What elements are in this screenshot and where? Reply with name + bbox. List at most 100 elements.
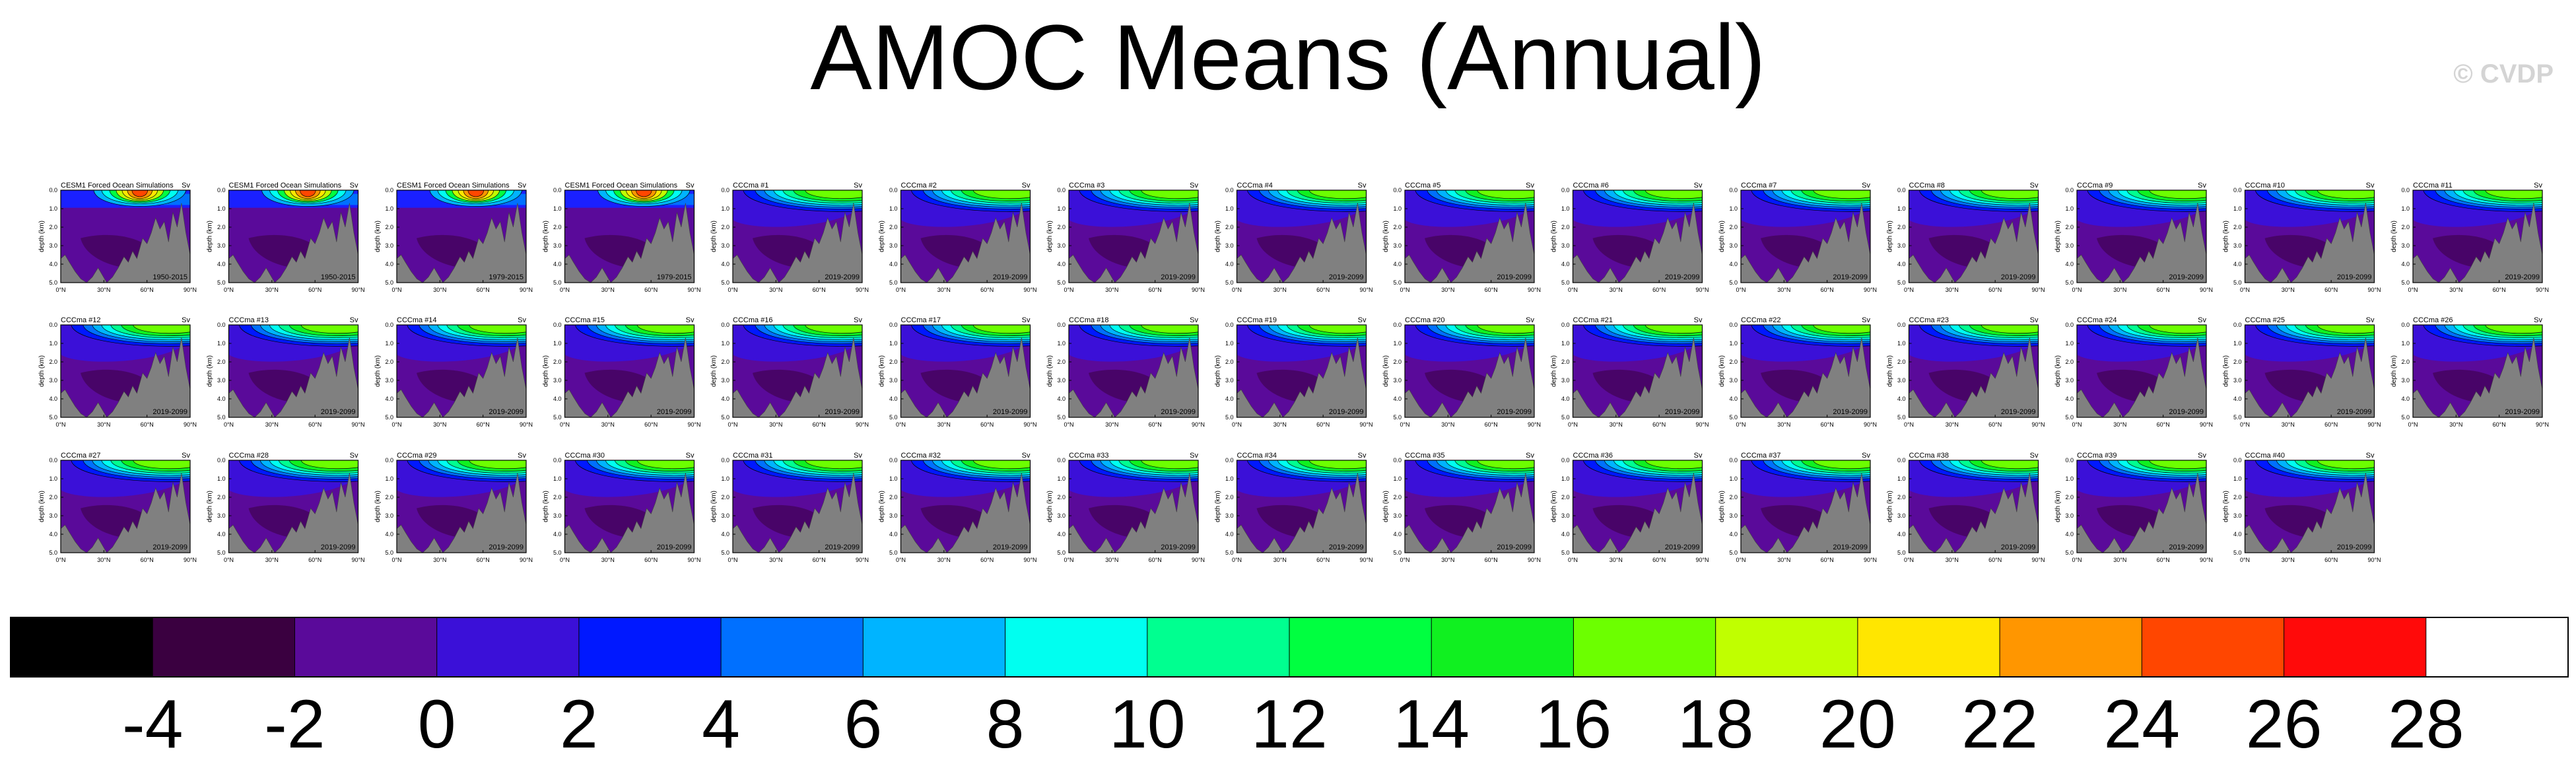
panel-period: 2019-2099	[489, 543, 524, 551]
y-tick-label: 5.0	[2401, 279, 2410, 286]
contour-level	[133, 325, 190, 334]
y-axis-label: depth (km)	[2390, 221, 2398, 252]
panel-title: CCCma #35	[1405, 452, 1445, 460]
y-tick-label: 2.0	[2233, 494, 2242, 501]
plot-area	[733, 325, 862, 417]
x-tick-label: 30°N	[265, 557, 279, 563]
x-tick-label: 60°N	[1485, 287, 1498, 293]
plot-area	[1909, 460, 2039, 553]
y-tick-label: 0.0	[1225, 457, 1234, 464]
panel-title: CCCma #11	[2413, 182, 2453, 190]
y-tick-label: 1.0	[217, 340, 226, 347]
y-tick-label: 5.0	[1057, 279, 1066, 286]
panel-title: CCCma #12	[61, 316, 101, 324]
y-tick-label: 1.0	[1897, 205, 1906, 212]
plot-area	[900, 460, 1031, 553]
amoc-panel: CCCma #37 Sv depth (km) 0.0 1.0 2.0 3.0 4.0 5.00…	[1718, 452, 1877, 563]
x-tick-label: 60°N	[2157, 287, 2170, 293]
x-tick-label: 0°N	[560, 421, 570, 428]
panel-title: CESM1 Forced Ocean Simulations	[229, 182, 342, 190]
bathymetry-mask	[1573, 337, 1703, 417]
plot-frame	[1236, 324, 1367, 418]
y-tick-label: 4.0	[49, 261, 57, 267]
panel-units: Sv	[182, 182, 190, 190]
y-tick-label: 0.0	[1561, 322, 1570, 328]
panel-units: Sv	[2198, 182, 2206, 190]
y-tick-label: 1.0	[1561, 340, 1570, 347]
x-tick-label: 30°N	[1441, 287, 1454, 293]
x-tick-label: 30°N	[1777, 287, 1790, 293]
panel-title: CCCma #9	[2077, 182, 2113, 190]
x-tick-label: 0°N	[391, 557, 401, 563]
bathymetry-mask	[1237, 473, 1367, 553]
x-tick-label: 90°N	[1528, 557, 1541, 563]
y-axis-label: depth (km)	[207, 221, 214, 252]
x-tick-label: 30°N	[937, 557, 951, 563]
y-tick-label: 4.0	[2233, 396, 2242, 402]
y-tick-label: 1.0	[1225, 205, 1234, 212]
x-tick-label: 30°N	[97, 287, 110, 293]
amoc-panel: CCCma #19 Sv depth (km) 0.0 1.0 2.0 3.0 4.0 5.00…	[1215, 316, 1373, 428]
y-axis-label: depth (km)	[207, 491, 214, 522]
y-tick-label: 2.0	[1057, 494, 1066, 501]
x-tick-label: 0°N	[2240, 287, 2250, 293]
y-tick-label: 5.0	[1729, 549, 1738, 556]
panel-units: Sv	[1190, 316, 1198, 324]
amoc-panel: CCCma #12 Sv depth (km) 0.0 1.0 2.0 3.0 4.0 5.00…	[38, 316, 197, 428]
y-tick-label: 2.0	[217, 224, 226, 230]
panel-units: Sv	[854, 452, 862, 460]
y-tick-label: 0.0	[385, 322, 393, 328]
x-tick-label: 0°N	[1400, 287, 1409, 293]
y-tick-label: 0.0	[553, 187, 562, 193]
panel-units: Sv	[518, 452, 526, 460]
x-tick-label: 0°N	[1736, 421, 1746, 428]
x-tick-label: 60°N	[1652, 287, 1666, 293]
plot-area	[1069, 325, 1198, 417]
panel-period: 2019-2099	[825, 543, 860, 551]
y-axis-label: depth (km)	[1551, 355, 1558, 387]
amoc-panel: CCCma #8 Sv depth (km) 0.0 1.0 2.0 3.0 4.0 5.00°…	[1887, 182, 2045, 293]
y-tick-label: 2.0	[1225, 224, 1234, 230]
y-tick-label: 3.0	[1393, 512, 1402, 519]
panel-title: CCCma #27	[61, 452, 101, 460]
contour-level	[301, 325, 358, 334]
x-tick-label: 90°N	[1192, 421, 1205, 428]
plot-area	[2245, 190, 2375, 283]
x-tick-label: 60°N	[813, 421, 826, 428]
plot-area	[1405, 460, 1534, 553]
panel-period: 2019-2099	[1833, 408, 1868, 416]
amoc-panel: CCCma #22 Sv depth (km) 0.0 1.0 2.0 3.0 4.0 5.00…	[1718, 316, 1877, 428]
y-tick-label: 0.0	[1057, 187, 1066, 193]
y-tick-label: 2.0	[1729, 359, 1738, 365]
bathymetry-mask	[2077, 203, 2206, 283]
y-tick-label: 5.0	[553, 549, 562, 556]
panel-units: Sv	[1694, 316, 1703, 324]
plot-frame	[60, 460, 191, 553]
panel-period: 2019-2099	[153, 543, 187, 551]
x-tick-label: 30°N	[1946, 287, 1959, 293]
amoc-panel: CESM1 Forced Ocean Simulations Sv depth (k…	[38, 182, 197, 293]
plot-frame	[900, 460, 1031, 553]
y-tick-label: 0.0	[1393, 187, 1402, 193]
x-tick-label: 30°N	[1610, 421, 1623, 428]
y-axis-label: depth (km)	[710, 491, 718, 522]
panel-period: 2019-2099	[1329, 543, 1364, 551]
y-tick-label: 3.0	[1729, 512, 1738, 519]
x-tick-label: 60°N	[2493, 421, 2506, 428]
y-tick-label: 1.0	[721, 475, 729, 482]
y-tick-label: 4.0	[1225, 531, 1234, 538]
colorbar-label: 6	[844, 686, 882, 763]
x-tick-label: 90°N	[1528, 287, 1541, 293]
y-tick-label: 3.0	[2233, 377, 2242, 384]
panel-period: 2019-2099	[2169, 408, 2204, 416]
y-tick-label: 3.0	[1561, 377, 1570, 384]
plot-frame	[2244, 460, 2375, 553]
x-tick-label: 30°N	[1105, 557, 1118, 563]
y-tick-label: 2.0	[1729, 224, 1738, 230]
y-tick-label: 4.0	[1897, 396, 1906, 402]
panel-title: CCCma #18	[1069, 316, 1109, 324]
contour-level	[1981, 460, 2039, 470]
contour-level	[1477, 325, 1534, 334]
contour-level	[1645, 460, 1703, 470]
y-tick-label: 2.0	[1393, 359, 1402, 365]
